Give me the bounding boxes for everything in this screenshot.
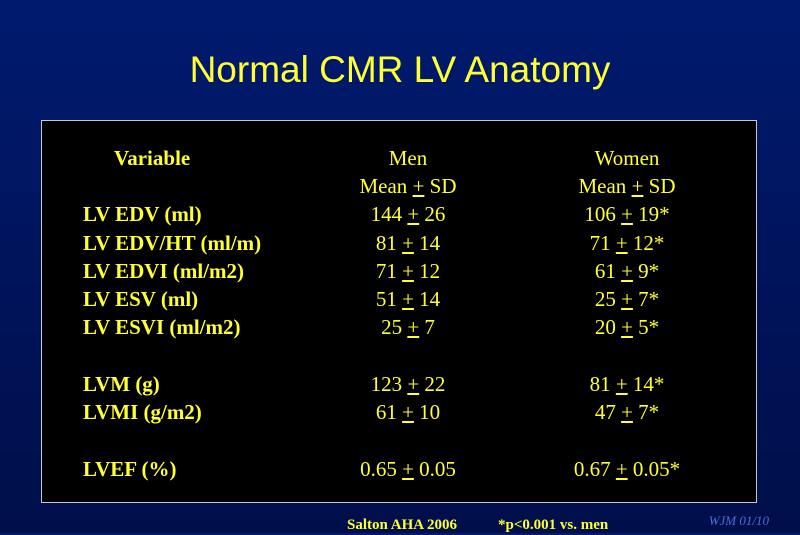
- women-value: 0.67 + 0.05*: [497, 455, 757, 483]
- plus-minus-symbol: +: [621, 259, 633, 283]
- men-value: 51 + 14: [282, 285, 534, 313]
- sd-value: 26: [424, 202, 446, 226]
- mean-value: 47: [594, 400, 616, 424]
- subheader-sd-label: SD: [429, 174, 457, 198]
- row-variable-label: LV EDV (ml): [83, 202, 202, 226]
- row-variable-label: LV ESV (ml): [83, 287, 199, 311]
- plus-minus-symbol: +: [615, 372, 628, 396]
- sd-value: 0.05: [419, 457, 456, 481]
- mean-value: 0.65: [360, 457, 397, 481]
- men-value: 25 + 7: [282, 313, 534, 341]
- plus-minus-symbol: +: [621, 287, 633, 311]
- author-signature: WJM 01/10: [708, 513, 769, 528]
- sd-value: 7: [424, 315, 435, 339]
- mean-value: 81: [375, 231, 397, 255]
- row-variable-label: LVM (g): [83, 372, 160, 396]
- sd-value: 10: [419, 400, 441, 424]
- women-value: 71 + 12*: [497, 229, 757, 257]
- plus-minus-symbol: +: [621, 202, 633, 226]
- men-value: 81 + 14: [282, 229, 534, 257]
- plus-minus-symbol: +: [402, 400, 414, 424]
- plus-minus-symbol: +: [402, 287, 414, 311]
- row-variable-label: LVMI (g/m2): [83, 400, 202, 424]
- column-header-variable: Variable: [114, 146, 191, 170]
- plus-minus-symbol: +: [407, 372, 420, 396]
- sd-value: 19*: [638, 202, 670, 226]
- mean-value: 123: [370, 372, 403, 396]
- subheader-sd-label: SD: [648, 174, 676, 198]
- sd-value: 14: [419, 231, 441, 255]
- sd-value: 12: [419, 259, 441, 283]
- sd-value: 14: [419, 287, 441, 311]
- plus-minus-symbol: +: [407, 202, 420, 226]
- men-value: 123 + 22: [282, 370, 534, 398]
- women-value: 61 + 9*: [497, 257, 757, 285]
- mean-value: 81: [589, 372, 611, 396]
- sd-value: 7*: [638, 287, 660, 311]
- mean-value: 61: [375, 400, 397, 424]
- mean-value: 71: [375, 259, 397, 283]
- men-value: 0.65 + 0.05: [282, 455, 534, 483]
- subheader-mean-label: Mean: [578, 174, 627, 198]
- significance-note: *p<0.001 vs. men: [498, 517, 609, 533]
- column-header-women: Women: [594, 146, 660, 170]
- women-value: 106 + 19*: [497, 200, 757, 228]
- mean-value: 20: [594, 315, 616, 339]
- men-value: 144 + 26: [282, 200, 534, 228]
- plus-minus-symbol: +: [402, 259, 414, 283]
- plus-minus-symbol: +: [407, 315, 420, 339]
- slide-title: Normal CMR LV Anatomy: [189, 49, 611, 90]
- row-variable-label: LV EDVI (ml/m2): [83, 259, 245, 283]
- men-value: 71 + 12: [282, 257, 534, 285]
- sd-value: 12*: [632, 231, 665, 255]
- sd-value: 5*: [638, 315, 660, 339]
- plus-minus-symbol: +: [402, 231, 414, 255]
- women-value: 81 + 14*: [497, 370, 757, 398]
- mean-value: 0.67: [573, 457, 611, 481]
- sd-value: 14*: [632, 372, 665, 396]
- row-variable-label: LV ESVI (ml/m2): [83, 315, 241, 339]
- column-subheader-women: Mean + SD: [497, 172, 757, 200]
- plus-minus-symbol: +: [621, 400, 633, 424]
- row-variable-label: LVEF (%): [83, 457, 177, 481]
- row-variable-label: LV EDV/HT (ml/m): [83, 231, 262, 255]
- mean-value: 25: [381, 315, 403, 339]
- column-subheader-men: Mean + SD: [282, 172, 534, 200]
- mean-value: 25: [594, 287, 616, 311]
- plus-minus-symbol: +: [412, 174, 425, 198]
- women-value: 20 + 5*: [497, 313, 757, 341]
- mean-value: 51: [375, 287, 397, 311]
- sd-value: 7*: [638, 400, 660, 424]
- plus-minus-symbol: +: [615, 231, 628, 255]
- plus-minus-symbol: +: [621, 315, 633, 339]
- column-header-men: Men: [388, 146, 428, 170]
- table-body: Variable Men Women Mean + SD Mean + SD L…: [42, 121, 756, 502]
- mean-value: 106: [584, 202, 616, 226]
- plus-minus-symbol: +: [631, 174, 644, 198]
- mean-value: 61: [594, 259, 616, 283]
- plus-minus-symbol: +: [615, 457, 628, 481]
- mean-value: 144: [370, 202, 403, 226]
- women-value: 47 + 7*: [497, 398, 757, 426]
- sd-value: 0.05*: [632, 457, 681, 481]
- sd-value: 9*: [638, 259, 660, 283]
- mean-value: 71: [589, 231, 611, 255]
- plus-minus-symbol: +: [402, 457, 414, 481]
- men-value: 61 + 10: [282, 398, 534, 426]
- women-value: 25 + 7*: [497, 285, 757, 313]
- subheader-mean-label: Mean: [359, 174, 408, 198]
- sd-value: 22: [424, 372, 446, 396]
- source-citation: Salton AHA 2006: [347, 517, 458, 533]
- data-table: Variable Men Women Mean + SD Mean + SD L…: [41, 120, 757, 503]
